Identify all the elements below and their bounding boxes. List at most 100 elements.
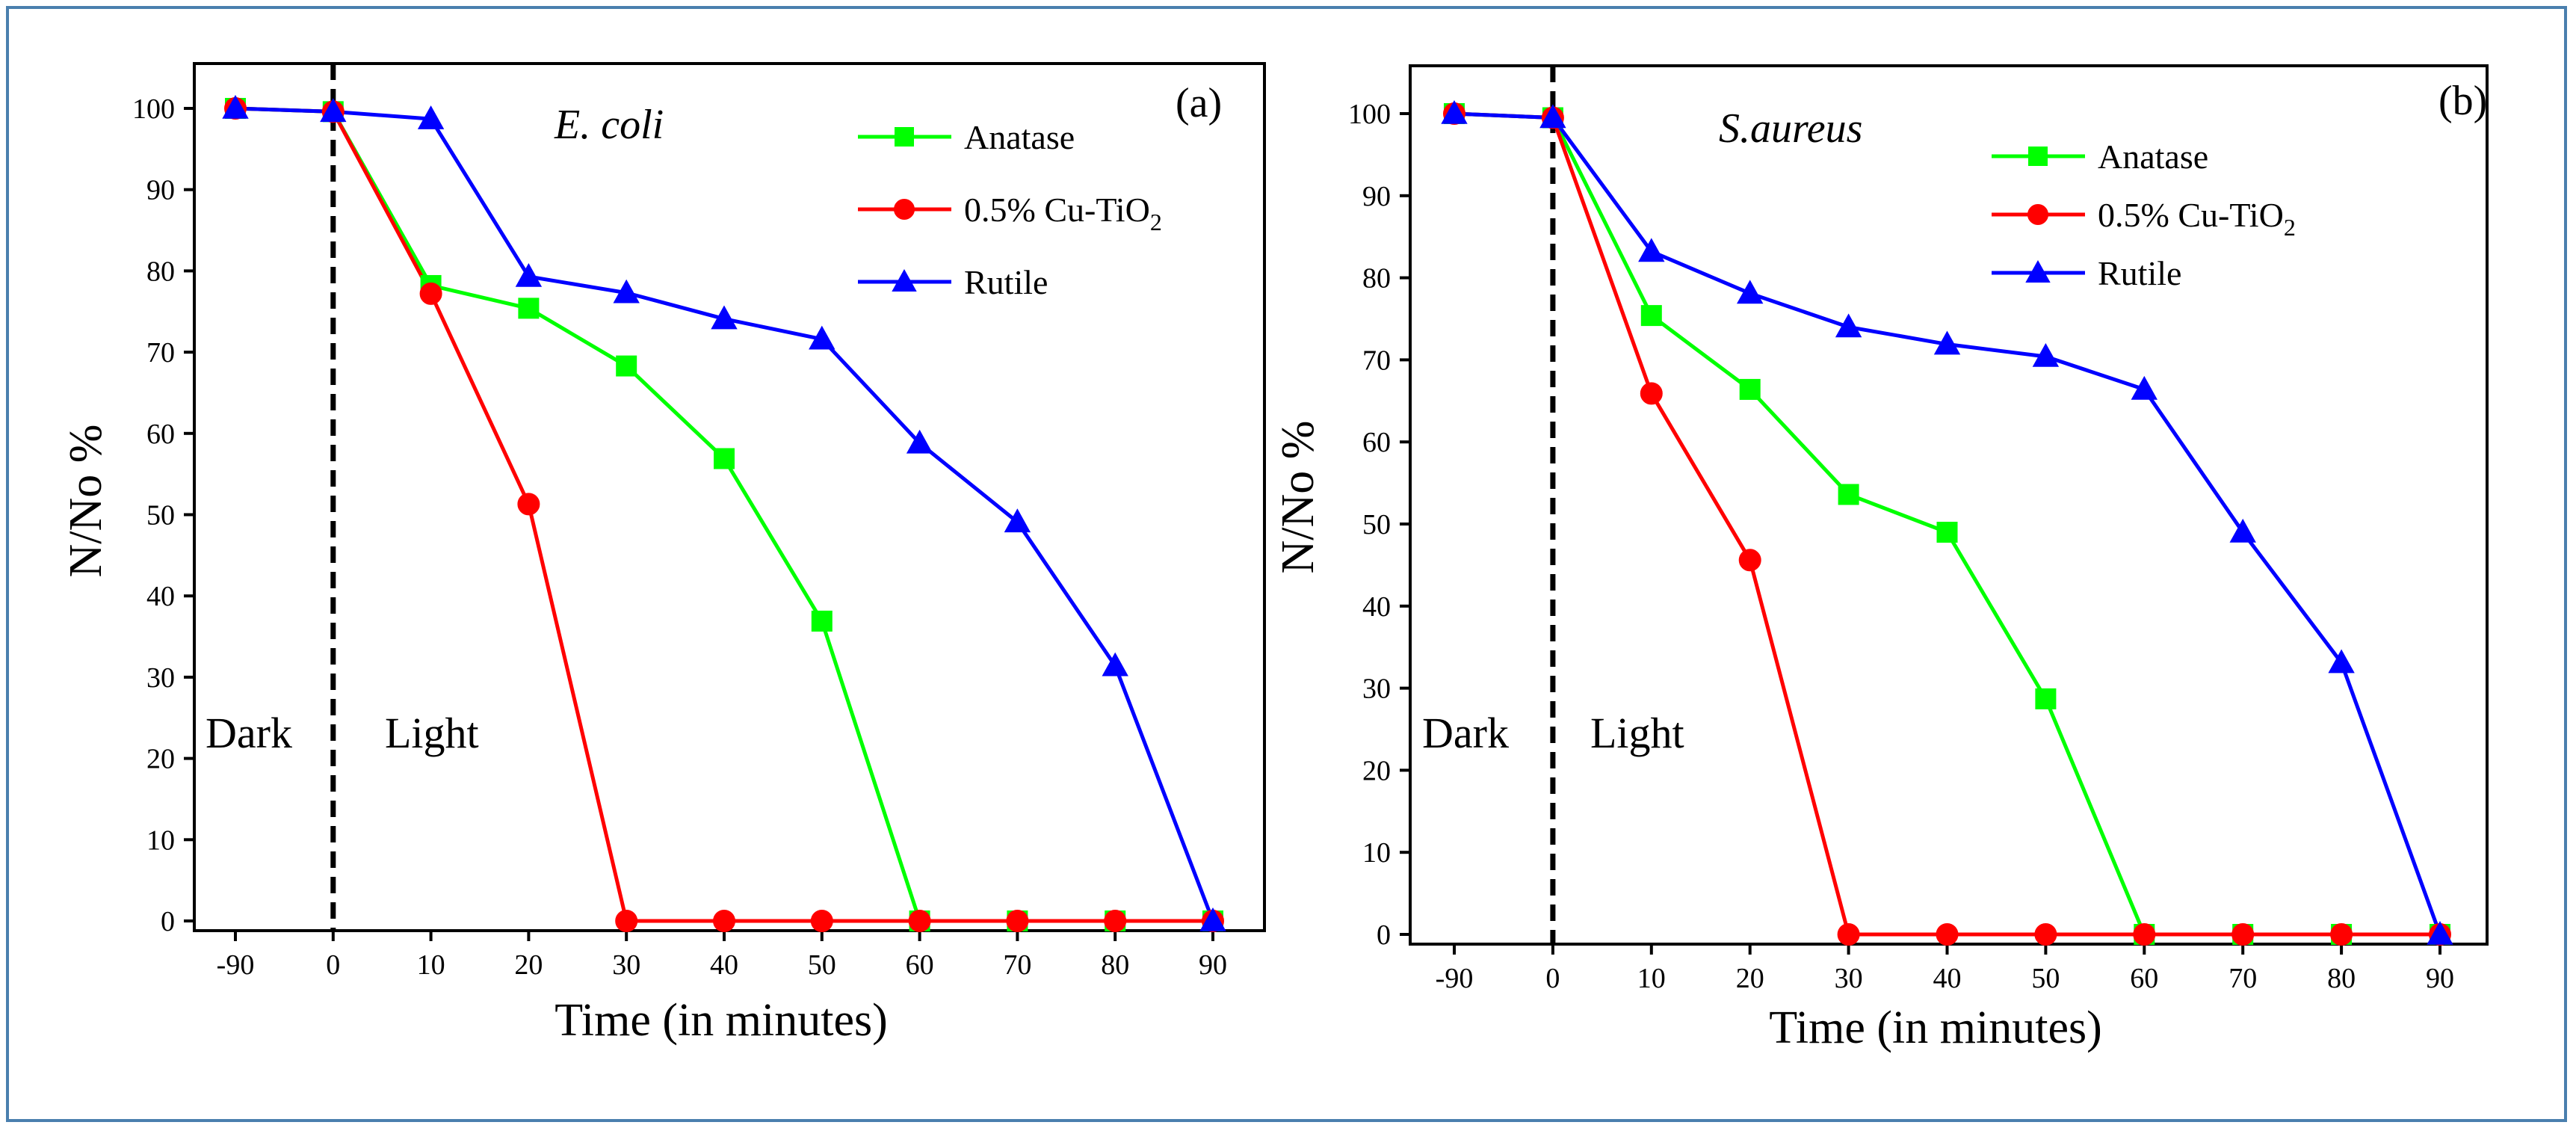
panel-a-legend-subscript: 2: [1150, 209, 1162, 235]
panel-b-point-triangle: [2032, 342, 2060, 367]
panel-b-point-circle: [2133, 923, 2156, 946]
panel-b-x-tick-label: 10: [1637, 963, 1666, 994]
panel-b-y-tick-label: 90: [1362, 181, 1391, 212]
panel-b-y-tick-label: 40: [1362, 591, 1391, 623]
panel-a-point-triangle: [809, 325, 835, 350]
panel-a-point-circle: [810, 910, 833, 932]
panel-b-point-triangle: [2229, 518, 2256, 543]
panel-b-point-circle: [1738, 549, 1761, 572]
panel-a-series-line-triangle: [235, 106, 1215, 922]
panel-b-point-triangle: [1933, 330, 1961, 355]
panel-a-legend-marker-circle: [894, 199, 915, 220]
panel-a-series-line-square: [235, 106, 1213, 923]
panel-a-legend-label-circle: 0.5% Cu-TiO2: [964, 191, 1162, 235]
panel-b-point-circle: [2231, 923, 2255, 946]
panel-a-point-circle: [615, 910, 638, 932]
panel-a-y-tick-label: 70: [146, 337, 175, 369]
panel-a-y-tick-label: 0: [161, 906, 175, 937]
panel-a-legend-marker-triangle: [892, 268, 917, 292]
panel-b-point-triangle: [1539, 104, 1566, 129]
panel-a-point-triangle: [1102, 652, 1128, 677]
panel-a-point-triangle: [1199, 907, 1226, 931]
panel-b-y-tick-label: 30: [1362, 674, 1391, 705]
panel-b-point-square: [1838, 484, 1859, 505]
panel-b-y-tick-label: 60: [1362, 427, 1391, 458]
panel-a-y-tick-label: 20: [146, 744, 175, 775]
panel-a-legend-marker-square: [895, 127, 914, 147]
panel-a-legend-label-triangle: Rutile: [964, 263, 1048, 301]
panel-b-x-tick-label: 20: [1736, 963, 1764, 994]
panel-a-point-triangle: [1004, 508, 1031, 533]
panel-a-point-triangle: [906, 429, 933, 454]
panel-b-legend-marker-square: [2028, 147, 2048, 166]
panel-a-chart: 0 10 20 30 40 50 60 70 80 90 100 -90 0 10 20 30 40 50 60 70…: [61, 62, 1266, 1046]
panel-b-point-square: [2035, 688, 2057, 709]
panel-a-point-circle: [713, 910, 735, 932]
panel-b-point-circle: [1837, 923, 1860, 946]
panel-b-point-circle: [1640, 382, 1663, 405]
panel-b-point-triangle: [2328, 649, 2355, 674]
panel-b-point-circle: [2330, 923, 2353, 946]
panel-a-x-tick-label: 0: [326, 949, 340, 981]
panel-a-organism-label: E. coli: [554, 102, 664, 148]
panel-b-y-tick-label: 70: [1362, 345, 1391, 376]
panel-b-chart: 0 10 20 30 40 50 60 70 80 90 100 -90 0 10 20 30 40 50 60 70…: [1273, 64, 2489, 1053]
panel-b-x-tick-label: 90: [2426, 963, 2454, 994]
panel-b-legend-subscript: 2: [2284, 214, 2296, 241]
panel-b-y-tick-label: 20: [1362, 755, 1391, 786]
panel-a-x-tick-label: 60: [906, 949, 934, 981]
panel-a-dark-label: Dark: [206, 709, 292, 757]
panel-b-point-triangle: [1835, 313, 1862, 338]
panel-a-point-circle: [908, 910, 931, 932]
panel-a-x-tick-label: 10: [417, 949, 445, 981]
panel-b-point-triangle: [2427, 920, 2453, 945]
panel-a-y-tick-label: 30: [146, 662, 175, 694]
panel-b-y-tick-label: 100: [1348, 99, 1391, 130]
panel-a-point-circle: [517, 493, 540, 516]
panel-a-point-square: [714, 448, 735, 469]
panel-b-x-axis-title: Time (in minutes): [1769, 1002, 2102, 1053]
panel-b-x-tick-label: 40: [1933, 963, 1962, 994]
panel-a-x-tick-label: 90: [1199, 949, 1227, 981]
panel-a-point-square: [811, 610, 833, 632]
panel-a-point-triangle: [222, 94, 249, 119]
panel-a-point-triangle: [613, 279, 640, 303]
panel-a-y-tick-label: 50: [146, 500, 175, 531]
panel-b-x-tick-label: 80: [2327, 963, 2356, 994]
panel-a-point-triangle: [711, 305, 738, 330]
panel-a-point-square: [518, 298, 540, 319]
panel-a-point-triangle: [320, 98, 347, 123]
panel-a-legend-label-square: Anatase: [964, 118, 1075, 156]
panel-a-panel-label: (a): [1176, 80, 1222, 126]
panel-b-x-tick-label: 70: [2228, 963, 2257, 994]
panel-b-point-square: [1739, 378, 1761, 400]
panel-a-point-circle: [1006, 910, 1029, 932]
panel-b-x-tick-label: -90: [1436, 963, 1474, 994]
panel-b-point-circle: [2034, 923, 2057, 946]
panel-b-point-square: [1640, 305, 1662, 327]
panel-b-y-axis-title: N/No %: [1273, 421, 1323, 574]
panel-b-light-label: Light: [1590, 709, 1684, 757]
panel-b-point-triangle: [2131, 375, 2158, 400]
panel-a-x-tick-label: -90: [217, 949, 255, 981]
panel-b-legend-label-square: Anatase: [2098, 138, 2208, 176]
panel-b-legend-marker-triangle: [2025, 259, 2051, 283]
panel-b-legend-marker-circle: [2027, 204, 2048, 225]
panel-b-x-tick-label: 0: [1545, 963, 1560, 994]
panel-a-y-tick-label: 10: [146, 825, 175, 856]
panel-a-y-axis-title: N/No %: [61, 425, 111, 578]
panel-b-point-triangle: [1737, 280, 1764, 304]
panel-a-point-triangle: [515, 262, 543, 287]
panel-a-y-tick-label: 90: [146, 175, 175, 206]
panel-b-panel-label: (b): [2438, 78, 2487, 124]
panel-a-point-square: [616, 355, 637, 377]
panel-b-x-tick-label: 50: [2031, 963, 2060, 994]
panel-b-y-tick-label: 10: [1362, 837, 1391, 869]
panel-a-y-tick-label: 40: [146, 581, 175, 612]
panel-a-y-tick-label: 60: [146, 419, 175, 450]
panel-b-plot-frame: [1409, 64, 2489, 946]
panel-b-y-tick-label: 50: [1362, 509, 1391, 540]
panel-a-point-triangle: [417, 105, 445, 129]
panel-a-x-tick-label: 50: [808, 949, 836, 981]
panel-a-point-circle: [419, 282, 442, 305]
